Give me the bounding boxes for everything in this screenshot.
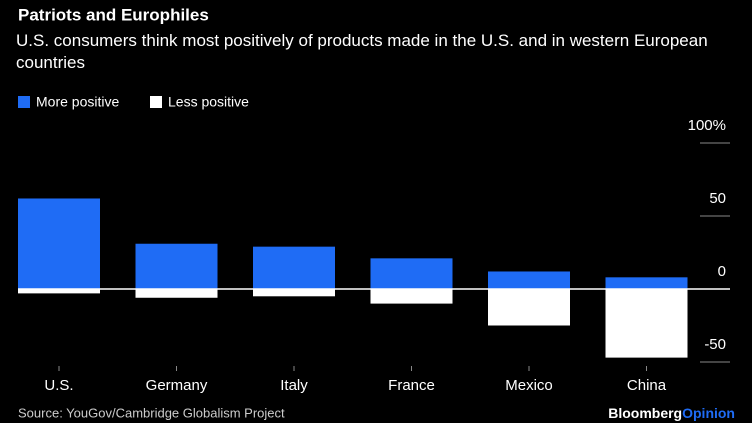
x-tick-label: Italy [280, 377, 308, 394]
brand-suffix: Opinion [682, 405, 735, 421]
bar [605, 277, 688, 289]
bar [370, 289, 453, 304]
bar [253, 246, 335, 289]
legend-label: More positive [36, 94, 119, 110]
y-tick-label: -50 [704, 336, 726, 353]
x-tick-label: Mexico [505, 377, 553, 394]
x-tick-label: U.S. [44, 377, 73, 394]
bar [370, 258, 453, 289]
source: Source: YouGov/Cambridge Globalism Proje… [18, 405, 285, 420]
bar [135, 243, 218, 289]
bar [488, 289, 570, 326]
brand: BloombergOpinion [608, 405, 735, 421]
legend-swatch [150, 96, 162, 108]
x-tick-label: Germany [146, 377, 208, 394]
y-tick-label: 50 [709, 190, 726, 207]
bar [253, 289, 335, 297]
brand-name: Bloomberg [608, 405, 682, 421]
legend-label: Less positive [168, 94, 249, 110]
y-tick-label: 0 [718, 263, 726, 280]
x-tick-label: China [627, 377, 667, 394]
bar [18, 198, 100, 289]
x-tick-label: France [388, 377, 435, 394]
bar [18, 289, 100, 294]
legend-swatch [18, 96, 30, 108]
bar [488, 271, 570, 289]
bar [605, 289, 688, 358]
chart-title: Patriots and Europhiles [18, 5, 209, 24]
subtitle-box: U.S. consumers think most positively of … [16, 31, 708, 72]
bar [135, 289, 218, 298]
y-tick-label: 100% [688, 117, 726, 134]
chart-subtitle: U.S. consumers think most positively of … [16, 31, 708, 72]
